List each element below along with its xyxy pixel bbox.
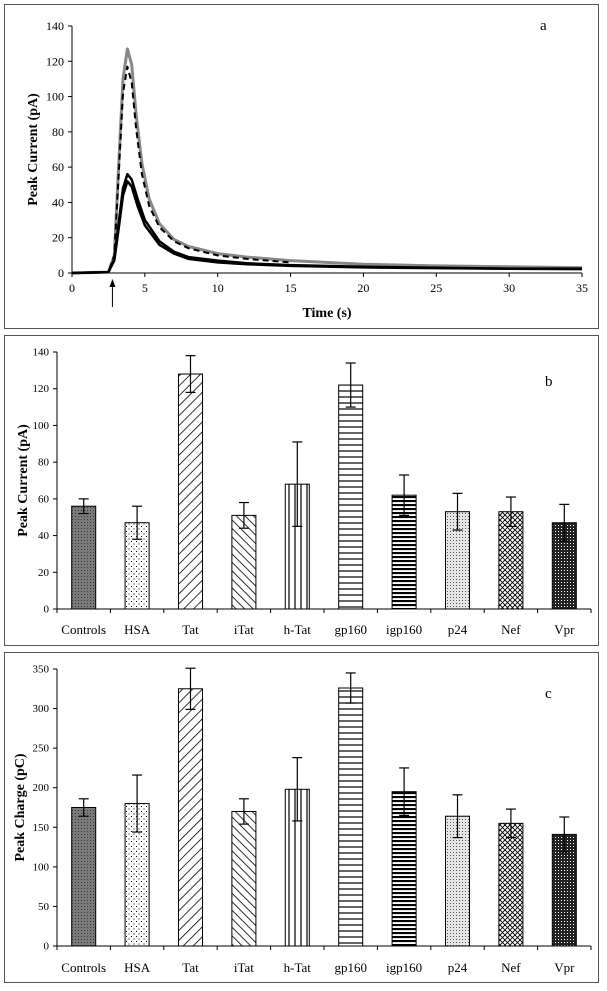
category-label: p24 — [448, 960, 468, 975]
y-axis-label: Peak Current (pA) — [16, 424, 31, 537]
category-label: HSA — [124, 960, 151, 975]
y-tick-label: 140 — [33, 347, 50, 359]
bar-itat — [231, 810, 257, 947]
y-tick-label: 0 — [44, 604, 50, 616]
y-tick-label: 120 — [46, 54, 64, 68]
x-tick-label: 0 — [69, 281, 75, 295]
y-tick-label: 140 — [46, 19, 64, 33]
bar-controls — [71, 505, 97, 610]
y-tick-label: 120 — [33, 383, 50, 395]
bar-gp160 — [338, 687, 364, 947]
x-tick-label: 20 — [357, 281, 369, 295]
bar-tat — [177, 688, 204, 947]
y-tick-label: 250 — [33, 743, 50, 755]
panel-a-frame — [4, 4, 599, 329]
bar-nef — [498, 822, 524, 947]
bar-gp160 — [338, 384, 364, 610]
x-axis-label: Time (s) — [302, 306, 351, 321]
category-label: Vpr — [554, 622, 575, 637]
category-label: Vpr — [554, 960, 575, 975]
bar-nef — [498, 511, 524, 610]
bar-tat — [177, 373, 204, 610]
category-label: Controls — [61, 622, 106, 637]
x-tick-label: 25 — [430, 281, 442, 295]
y-axis-label: Peak Current (pA) — [26, 93, 41, 206]
x-tick-label: 10 — [212, 281, 224, 295]
y-tick-label: 100 — [33, 420, 50, 432]
stimulus-arrow-head — [109, 279, 116, 287]
panel-letter-c: c — [545, 686, 552, 702]
y-tick-label: 0 — [58, 266, 64, 280]
bar-p24 — [444, 511, 471, 610]
y-tick-label: 50 — [38, 901, 50, 913]
y-tick-label: 40 — [38, 530, 50, 542]
x-tick-label: 15 — [285, 281, 297, 295]
x-tick-label: 5 — [142, 281, 148, 295]
y-tick-label: 100 — [33, 861, 50, 873]
y-axis-label: Peak Charge (pC) — [13, 753, 28, 861]
series-line-high-dashed — [71, 65, 291, 274]
category-label: igp160 — [386, 622, 422, 637]
panel-letter-b: b — [545, 374, 553, 390]
category-label: HSA — [124, 622, 151, 637]
y-tick-label: 200 — [33, 782, 50, 794]
panel-c-bar-chart: 0 50 100 150 200 250 300 350 Controls HSA Tat iTat h… — [13, 664, 592, 975]
category-label: Tat — [182, 960, 199, 975]
category-label: h-Tat — [284, 622, 312, 637]
category-label: iTat — [234, 622, 254, 637]
y-tick-label: 100 — [46, 90, 64, 104]
bar-vpr — [551, 833, 577, 947]
y-tick-label: 60 — [38, 493, 50, 505]
bar-itat — [231, 514, 257, 610]
series-line-low-2 — [71, 180, 583, 275]
category-label: h-Tat — [284, 960, 312, 975]
y-tick-label: 0 — [44, 941, 50, 953]
category-label: iTat — [234, 960, 254, 975]
panel-letter-a: a — [540, 18, 547, 34]
y-tick-label: 80 — [52, 125, 64, 139]
y-tick-label: 20 — [38, 567, 50, 579]
y-tick-label: 20 — [52, 231, 64, 245]
bar-igp160 — [391, 791, 417, 947]
y-tick-label: 60 — [52, 160, 64, 174]
x-tick-label: 35 — [576, 281, 588, 295]
category-label: Tat — [182, 622, 199, 637]
y-tick-label: 350 — [33, 664, 50, 676]
y-tick-label: 40 — [52, 195, 64, 209]
category-label: p24 — [448, 622, 468, 637]
category-label: Nef — [501, 622, 521, 637]
y-tick-label: 300 — [33, 703, 50, 715]
panel-a-line-chart: 0 20 40 60 80 100 120 140 0 5 10 15 20 25 30 35 Time (s)… — [26, 18, 588, 321]
y-tick-label: 150 — [33, 822, 50, 834]
bar-controls — [71, 807, 97, 947]
category-label: Nef — [501, 960, 521, 975]
category-label: gp160 — [334, 622, 367, 637]
category-label: igp160 — [386, 960, 422, 975]
category-label: gp160 — [334, 960, 367, 975]
x-tick-label: 30 — [503, 281, 515, 295]
series-line-high-gray — [71, 47, 583, 275]
panel-b-bar-chart: 0 20 40 60 80 100 120 140 Controls HSA Tat iTat h-Ta… — [16, 347, 592, 637]
category-label: Controls — [61, 960, 106, 975]
y-tick-label: 80 — [38, 457, 50, 469]
